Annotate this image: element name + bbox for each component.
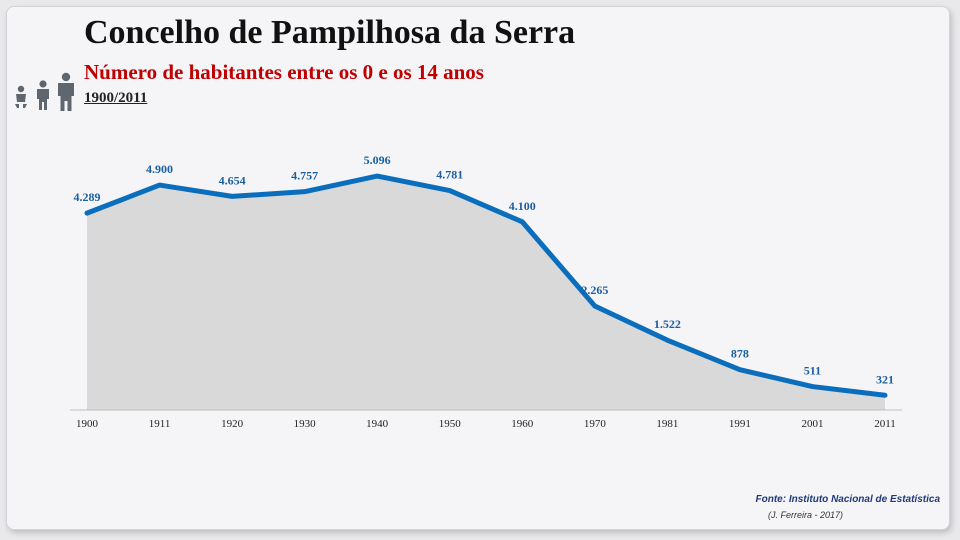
data-label: 4.100	[509, 199, 536, 213]
x-tick-label: 1920	[221, 418, 244, 430]
x-tick-label: 1940	[366, 418, 389, 430]
x-tick-label: 1900	[76, 418, 99, 430]
author-note: (J. Ferreira - 2017)	[768, 510, 844, 520]
people-children-icon	[15, 72, 74, 111]
data-label: 2.265	[581, 283, 608, 297]
series-line	[84, 173, 888, 398]
period-label: 1900/2011	[84, 90, 148, 106]
area-fill	[87, 176, 885, 410]
x-tick-label: 1960	[511, 418, 534, 430]
data-label: 4.654	[219, 173, 246, 187]
data-label: 1.522	[654, 317, 681, 331]
x-tick-label: 1991	[729, 418, 751, 430]
chart-title: Concelho de Pampilhosa da Serra	[84, 14, 576, 51]
x-tick-label: 1930	[294, 418, 317, 430]
data-label: 4.289	[74, 190, 101, 204]
x-tick-label: 1911	[149, 418, 171, 430]
data-label: 4.757	[291, 169, 318, 183]
data-label: 4.781	[436, 168, 463, 182]
x-tick-label: 2001	[801, 418, 823, 430]
x-tick-label: 1950	[439, 418, 462, 430]
data-label: 878	[731, 347, 749, 361]
data-label: 5.096	[364, 153, 391, 167]
data-label: 4.900	[146, 162, 173, 176]
chart-subtitle: Número de habitantes entre os 0 e os 14 …	[84, 60, 484, 84]
x-tick-label: 1981	[656, 418, 678, 430]
data-label: 511	[804, 364, 821, 378]
x-tick-label: 2011	[874, 418, 896, 430]
data-label: 321	[876, 372, 894, 386]
x-tick-label: 1970	[584, 418, 607, 430]
source-note: Fonte: Instituto Nacional de Estatística	[755, 494, 940, 505]
